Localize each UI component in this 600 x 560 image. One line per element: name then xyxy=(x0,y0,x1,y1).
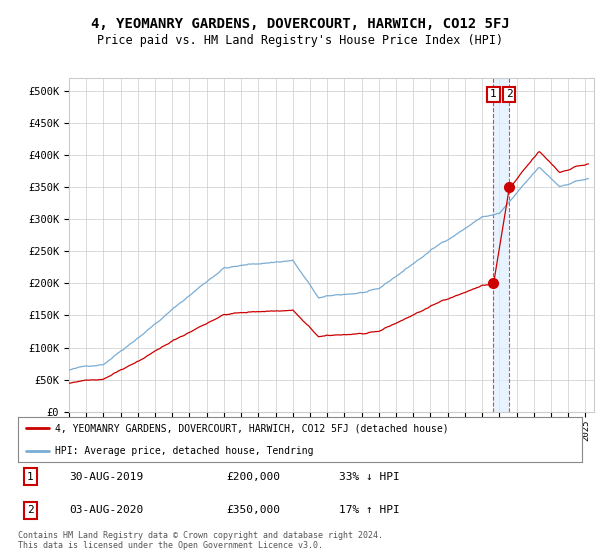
Text: 2: 2 xyxy=(27,505,34,515)
Text: 2: 2 xyxy=(506,90,512,100)
Text: 4, YEOMANRY GARDENS, DOVERCOURT, HARWICH, CO12 5FJ (detached house): 4, YEOMANRY GARDENS, DOVERCOURT, HARWICH… xyxy=(55,423,448,433)
Text: 03-AUG-2020: 03-AUG-2020 xyxy=(69,505,143,515)
Text: Contains HM Land Registry data © Crown copyright and database right 2024.
This d: Contains HM Land Registry data © Crown c… xyxy=(18,531,383,550)
Text: HPI: Average price, detached house, Tendring: HPI: Average price, detached house, Tend… xyxy=(55,446,313,456)
Bar xyxy=(493,78,509,412)
Text: 30-AUG-2019: 30-AUG-2019 xyxy=(69,472,143,482)
Text: £350,000: £350,000 xyxy=(227,505,281,515)
Text: 17% ↑ HPI: 17% ↑ HPI xyxy=(340,505,400,515)
Text: 1: 1 xyxy=(490,90,497,100)
Text: Price paid vs. HM Land Registry's House Price Index (HPI): Price paid vs. HM Land Registry's House … xyxy=(97,34,503,46)
Text: £200,000: £200,000 xyxy=(227,472,281,482)
Text: 33% ↓ HPI: 33% ↓ HPI xyxy=(340,472,400,482)
Text: 4, YEOMANRY GARDENS, DOVERCOURT, HARWICH, CO12 5FJ: 4, YEOMANRY GARDENS, DOVERCOURT, HARWICH… xyxy=(91,17,509,31)
Text: 1: 1 xyxy=(27,472,34,482)
